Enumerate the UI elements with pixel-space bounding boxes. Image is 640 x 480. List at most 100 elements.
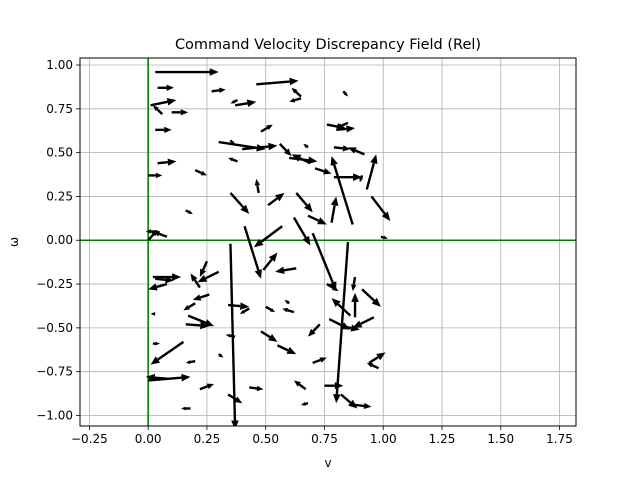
arrow-head	[293, 380, 301, 387]
arrow-head	[206, 383, 214, 389]
arrow	[197, 270, 220, 283]
arrow-head	[351, 284, 357, 292]
arrow-shaft	[231, 158, 238, 163]
x-tick-label: 1.00	[370, 432, 397, 446]
arrow-head	[376, 352, 386, 361]
arrow	[171, 109, 189, 116]
arrow	[331, 298, 352, 317]
arrow-shaft	[229, 139, 234, 144]
arrow-shaft	[193, 279, 201, 289]
reference-lines	[80, 58, 576, 426]
arrow-head	[197, 274, 208, 283]
arrow-head	[275, 266, 285, 275]
arrow-shaft	[342, 90, 346, 94]
arrow-head	[165, 276, 175, 284]
arrow-shaft	[201, 260, 209, 271]
arrow-head	[150, 356, 161, 365]
arrow	[229, 139, 236, 146]
y-tick-label: −1.00	[36, 408, 73, 422]
arrow-head	[363, 402, 372, 410]
arrow-head	[204, 319, 214, 327]
arrow-head	[164, 126, 172, 133]
arrow-head	[145, 229, 152, 234]
arrow-head	[239, 309, 246, 314]
arrow-head	[256, 385, 264, 392]
arrow	[230, 98, 239, 104]
arrow-head	[268, 142, 278, 151]
arrow-shaft	[242, 145, 269, 151]
arrow-head	[187, 210, 193, 214]
chart-title: Command Velocity Discrepancy Field (Rel)	[175, 37, 481, 53]
arrow-head	[303, 143, 309, 149]
arrow-shaft	[370, 195, 386, 215]
arrow-head	[148, 283, 158, 291]
arrow-head	[346, 125, 356, 133]
arrow-head	[200, 170, 207, 176]
arrow	[227, 393, 243, 404]
arrow-shaft	[299, 157, 311, 165]
arrow	[227, 302, 250, 310]
arrow-shaft	[199, 385, 209, 391]
arrow-shaft	[306, 145, 309, 149]
arrow-shaft	[234, 102, 248, 107]
arrow-shaft	[292, 216, 307, 239]
arrow-shaft	[229, 334, 236, 338]
arrow-head	[180, 109, 189, 116]
arrow	[239, 307, 250, 314]
arrow	[365, 154, 378, 190]
arrow-shaft	[157, 340, 185, 361]
arrow	[148, 282, 168, 291]
arrow	[333, 241, 350, 404]
arrow-shaft	[294, 90, 302, 98]
arrow-shaft	[229, 192, 245, 209]
arrow-head	[343, 91, 348, 97]
arrow	[262, 252, 278, 271]
plot-area	[80, 58, 576, 426]
arrow-head	[230, 141, 236, 146]
arrow-head	[246, 99, 257, 108]
arrow-head	[199, 268, 207, 278]
y-tick-label: 0.75	[46, 102, 73, 116]
arrow	[307, 214, 327, 225]
arrow-head	[268, 252, 278, 262]
y-tick-label: 0.50	[46, 146, 73, 160]
arrow	[333, 145, 351, 152]
arrow-shaft	[360, 316, 375, 325]
arrow-head	[167, 158, 177, 166]
arrow	[253, 225, 283, 248]
arrow	[185, 209, 193, 214]
arrow-head	[275, 192, 285, 202]
x-tick-label: 0.25	[194, 432, 221, 446]
arrow-head	[289, 77, 299, 86]
arrow-shaft	[185, 209, 190, 214]
arrow-head	[331, 298, 341, 307]
arrow-shaft	[336, 127, 347, 132]
arrow-shaft	[380, 235, 384, 239]
arrow-shaft	[333, 146, 344, 150]
arrow-head	[342, 145, 351, 152]
arrow-head	[231, 420, 239, 426]
arrow-shaft	[314, 167, 325, 173]
arrow	[181, 406, 191, 411]
arrow-shaft	[368, 356, 379, 364]
arrow-head	[333, 393, 341, 404]
arrow	[152, 105, 164, 115]
arrow-shaft	[361, 288, 376, 302]
arrow	[330, 196, 339, 223]
arrow	[351, 292, 359, 318]
arrow-shaft	[233, 98, 239, 103]
arrow-head	[334, 382, 344, 390]
y-tick-label: 1.00	[46, 58, 73, 72]
arrow	[312, 357, 327, 365]
y-tick-label: −0.25	[36, 277, 73, 291]
x-tick-label: 1.25	[429, 432, 456, 446]
arrow	[314, 167, 332, 175]
arrow-shaft	[256, 80, 290, 86]
arrow	[300, 402, 309, 406]
arrow-head	[286, 346, 297, 355]
arrow-shaft	[341, 121, 349, 127]
arrow-shaft	[205, 270, 220, 280]
arrow-shaft	[260, 225, 283, 243]
arrow-shaft	[305, 402, 309, 406]
arrow-shaft	[150, 100, 168, 107]
